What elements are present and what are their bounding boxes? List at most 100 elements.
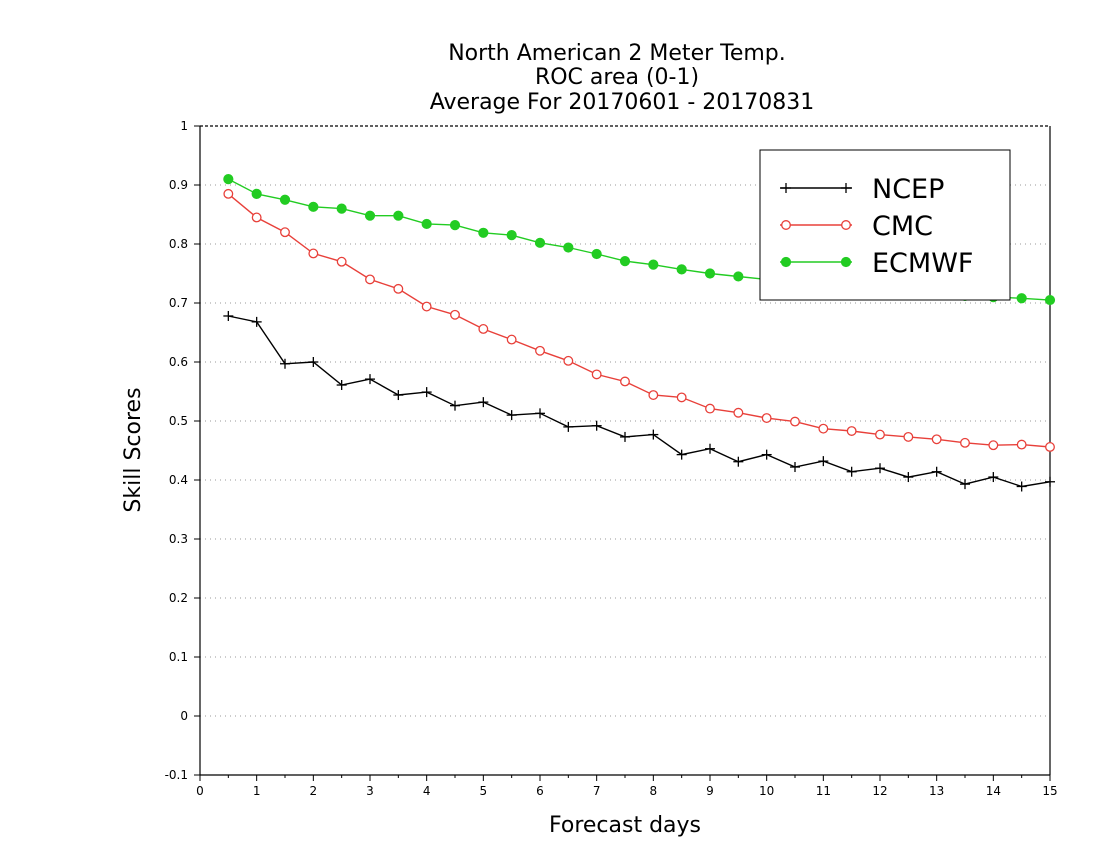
x-tick-label: 12 — [872, 784, 887, 798]
data-point — [1016, 481, 1027, 492]
data-point — [365, 274, 375, 285]
data-point — [591, 420, 602, 431]
x-tick-label: 10 — [759, 784, 774, 798]
data-point — [478, 324, 489, 334]
data-point — [478, 397, 489, 408]
data-point — [846, 426, 857, 436]
data-point — [506, 334, 517, 345]
data-point — [790, 416, 800, 427]
data-point — [535, 408, 545, 419]
data-point — [648, 429, 659, 440]
series-ncep — [223, 310, 1055, 492]
data-point — [223, 188, 234, 199]
data-point — [648, 259, 659, 270]
data-point — [733, 407, 744, 418]
legend-item-ncep: NCEP — [780, 174, 944, 205]
chart-title: North American 2 Meter Temp. ROC area (0… — [430, 41, 815, 115]
data-point — [421, 387, 432, 398]
data-point — [535, 345, 545, 356]
legend-label: NCEP — [872, 174, 944, 205]
data-point — [450, 400, 460, 411]
data-point — [336, 380, 347, 391]
legend: NCEP CMC ECMWF — [759, 149, 1011, 301]
data-point — [761, 413, 772, 424]
data-point — [279, 194, 291, 205]
data-point — [365, 374, 375, 385]
y-tick-label: 1 — [180, 119, 188, 133]
data-point — [841, 220, 851, 230]
data-point — [676, 392, 687, 403]
data-point — [591, 248, 602, 260]
data-point — [223, 174, 234, 185]
data-point — [960, 437, 970, 448]
x-tick-label: 4 — [423, 784, 431, 798]
data-point — [591, 369, 602, 380]
data-point — [790, 462, 800, 473]
data-point — [421, 301, 432, 312]
x-tick-label: 11 — [816, 784, 831, 798]
x-tick-label: 13 — [929, 784, 944, 798]
series-cmc — [223, 188, 1055, 452]
data-point — [676, 264, 687, 275]
y-tick-label: 0.7 — [169, 296, 188, 310]
x-tick-label: 6 — [536, 784, 544, 798]
y-tick-label: 0.8 — [169, 237, 188, 251]
x-tick-label: 8 — [650, 784, 658, 798]
data-point — [251, 212, 262, 223]
data-point — [450, 309, 460, 320]
data-point — [534, 237, 546, 248]
chart-title-line-3: Average For 20170601 - 20170831 — [430, 90, 815, 115]
data-point — [393, 390, 404, 401]
data-point — [705, 403, 715, 414]
data-point — [676, 449, 687, 460]
x-tick-label: 14 — [986, 784, 1001, 798]
data-point — [960, 479, 970, 490]
legend-item-ecmwf: ECMWF — [780, 248, 973, 279]
data-point — [846, 466, 857, 477]
y-tick-label: 0.5 — [169, 414, 188, 428]
data-point — [1044, 294, 1056, 306]
data-point — [903, 431, 914, 442]
data-point — [563, 355, 574, 366]
data-point — [988, 472, 999, 483]
data-point — [840, 256, 852, 268]
data-point — [393, 283, 404, 294]
data-point — [875, 463, 885, 474]
x-tick-label: 9 — [706, 784, 714, 798]
data-point — [705, 443, 715, 454]
legend-label: CMC — [872, 211, 933, 242]
data-point — [818, 456, 829, 467]
legend-item-cmc: CMC — [780, 211, 933, 242]
data-point — [336, 256, 347, 267]
x-tick-label: 1 — [253, 784, 261, 798]
y-tick-label: 0.3 — [169, 532, 188, 546]
data-point — [563, 421, 574, 432]
data-point — [903, 472, 914, 483]
data-point — [506, 410, 517, 421]
data-point — [780, 256, 792, 268]
legend-label: ECMWF — [872, 248, 973, 279]
x-axis-label: Forecast days — [549, 813, 701, 838]
x-tick-label: 3 — [366, 784, 374, 798]
x-tick-label: 0 — [196, 784, 204, 798]
x-axis-ticks: 0 1 2 3 4 5 6 7 8 9 10 11 12 13 14 15 — [196, 775, 1058, 798]
gridlines — [200, 184, 1050, 717]
data-point — [620, 431, 630, 442]
data-point — [619, 256, 631, 267]
data-point — [336, 203, 347, 214]
data-point — [280, 358, 290, 369]
data-point — [931, 434, 942, 445]
data-point — [931, 466, 942, 477]
y-axis-ticks: -0.1 0 0.1 0.2 0.3 0.4 0.5 0.6 0.7 0.8 0.9 1 — [165, 119, 200, 782]
y-axis-label: Skill Scores — [121, 387, 146, 512]
data-point — [563, 242, 574, 253]
data-point — [421, 218, 432, 230]
data-point — [841, 183, 851, 193]
data-point — [506, 230, 517, 241]
y-tick-label: 0.1 — [169, 650, 188, 664]
data-point — [308, 357, 319, 367]
data-point — [280, 227, 290, 238]
y-tick-label: 0.4 — [169, 473, 188, 487]
data-point — [875, 429, 885, 440]
